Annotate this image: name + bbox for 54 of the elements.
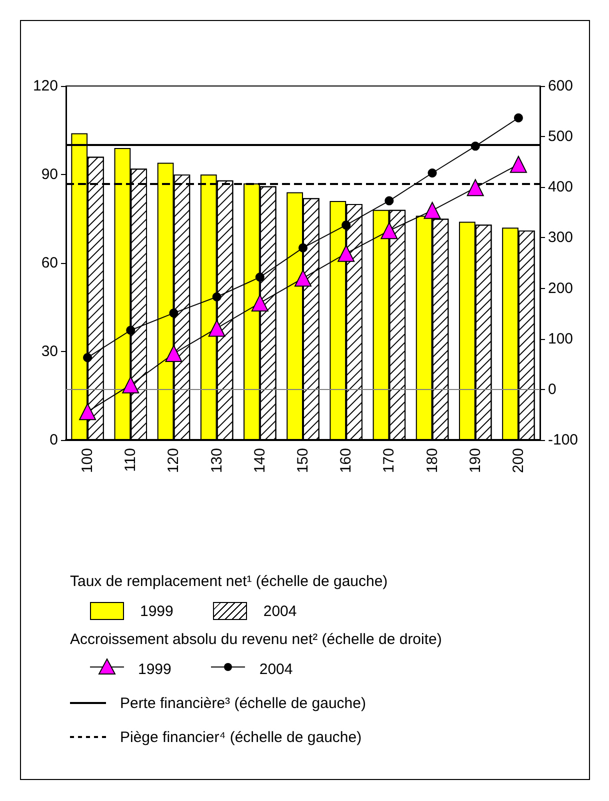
point bbox=[79, 403, 96, 420]
point bbox=[255, 272, 264, 282]
y2-tick-label: 300 bbox=[548, 229, 574, 246]
legend-label: 2004 bbox=[263, 602, 297, 620]
legend-label: Perte financière³ (échelle de gauche) bbox=[120, 694, 366, 712]
y2-tick-label: 500 bbox=[548, 128, 574, 146]
point bbox=[212, 292, 222, 302]
x-tick-label: 160 bbox=[338, 448, 355, 474]
text: Accroissement absolu du revenu net² (échelle de droite) bbox=[70, 630, 443, 650]
legend-label: 1999 bbox=[140, 602, 174, 620]
y2-tick-label: 400 bbox=[548, 178, 574, 196]
point bbox=[514, 113, 523, 122]
x-tick-label: 150 bbox=[294, 448, 312, 474]
legend-label: Piège financier⁴ (échelle de gauche) bbox=[120, 728, 362, 746]
point bbox=[338, 244, 355, 262]
y-tick-label: 90 bbox=[41, 166, 58, 183]
x-tick-label: 180 bbox=[424, 448, 441, 474]
y-tick-label: 120 bbox=[32, 78, 58, 94]
x-tick-label: 120 bbox=[165, 448, 182, 474]
x-tick-label: 140 bbox=[251, 448, 268, 474]
x-tick-label: 200 bbox=[510, 448, 527, 474]
text: Taux de remplacement net¹ (échelle de gauche) bbox=[70, 572, 389, 592]
x-tick-label: 100 bbox=[79, 448, 96, 474]
x-tick-label: 110 bbox=[122, 448, 140, 472]
point bbox=[510, 156, 527, 173]
point bbox=[380, 222, 398, 240]
point bbox=[428, 168, 437, 178]
point bbox=[169, 308, 178, 318]
point bbox=[83, 353, 92, 362]
y-tick-label: 60 bbox=[41, 254, 58, 272]
y2-tick-label: -100 bbox=[548, 432, 578, 448]
point bbox=[208, 320, 226, 337]
y2-tick-label: 200 bbox=[548, 280, 574, 297]
y-tick-label: 0 bbox=[50, 432, 58, 448]
y2-tick-label: 600 bbox=[548, 78, 574, 94]
point bbox=[470, 142, 480, 151]
point bbox=[424, 202, 441, 219]
y2-tick-label: 100 bbox=[548, 330, 574, 348]
x-tick-label: 130 bbox=[208, 448, 226, 474]
y-tick-label: 30 bbox=[41, 343, 58, 360]
x-tick-label: 190 bbox=[466, 448, 484, 474]
point bbox=[384, 196, 394, 206]
point bbox=[342, 220, 351, 230]
point bbox=[165, 345, 182, 362]
legend-label: 1999 bbox=[138, 660, 172, 678]
legend-label: 2004 bbox=[259, 660, 293, 678]
x-tick-label: 170 bbox=[380, 448, 398, 474]
point bbox=[298, 243, 308, 252]
y2-tick-label: 0 bbox=[548, 380, 556, 398]
point bbox=[294, 270, 312, 287]
point bbox=[122, 376, 140, 394]
point bbox=[466, 179, 484, 196]
point bbox=[251, 294, 268, 312]
point bbox=[126, 326, 136, 335]
